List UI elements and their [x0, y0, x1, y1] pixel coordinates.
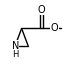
- Text: H: H: [12, 50, 18, 59]
- Text: O: O: [51, 23, 58, 33]
- Text: N: N: [12, 41, 19, 51]
- Text: O: O: [38, 5, 45, 15]
